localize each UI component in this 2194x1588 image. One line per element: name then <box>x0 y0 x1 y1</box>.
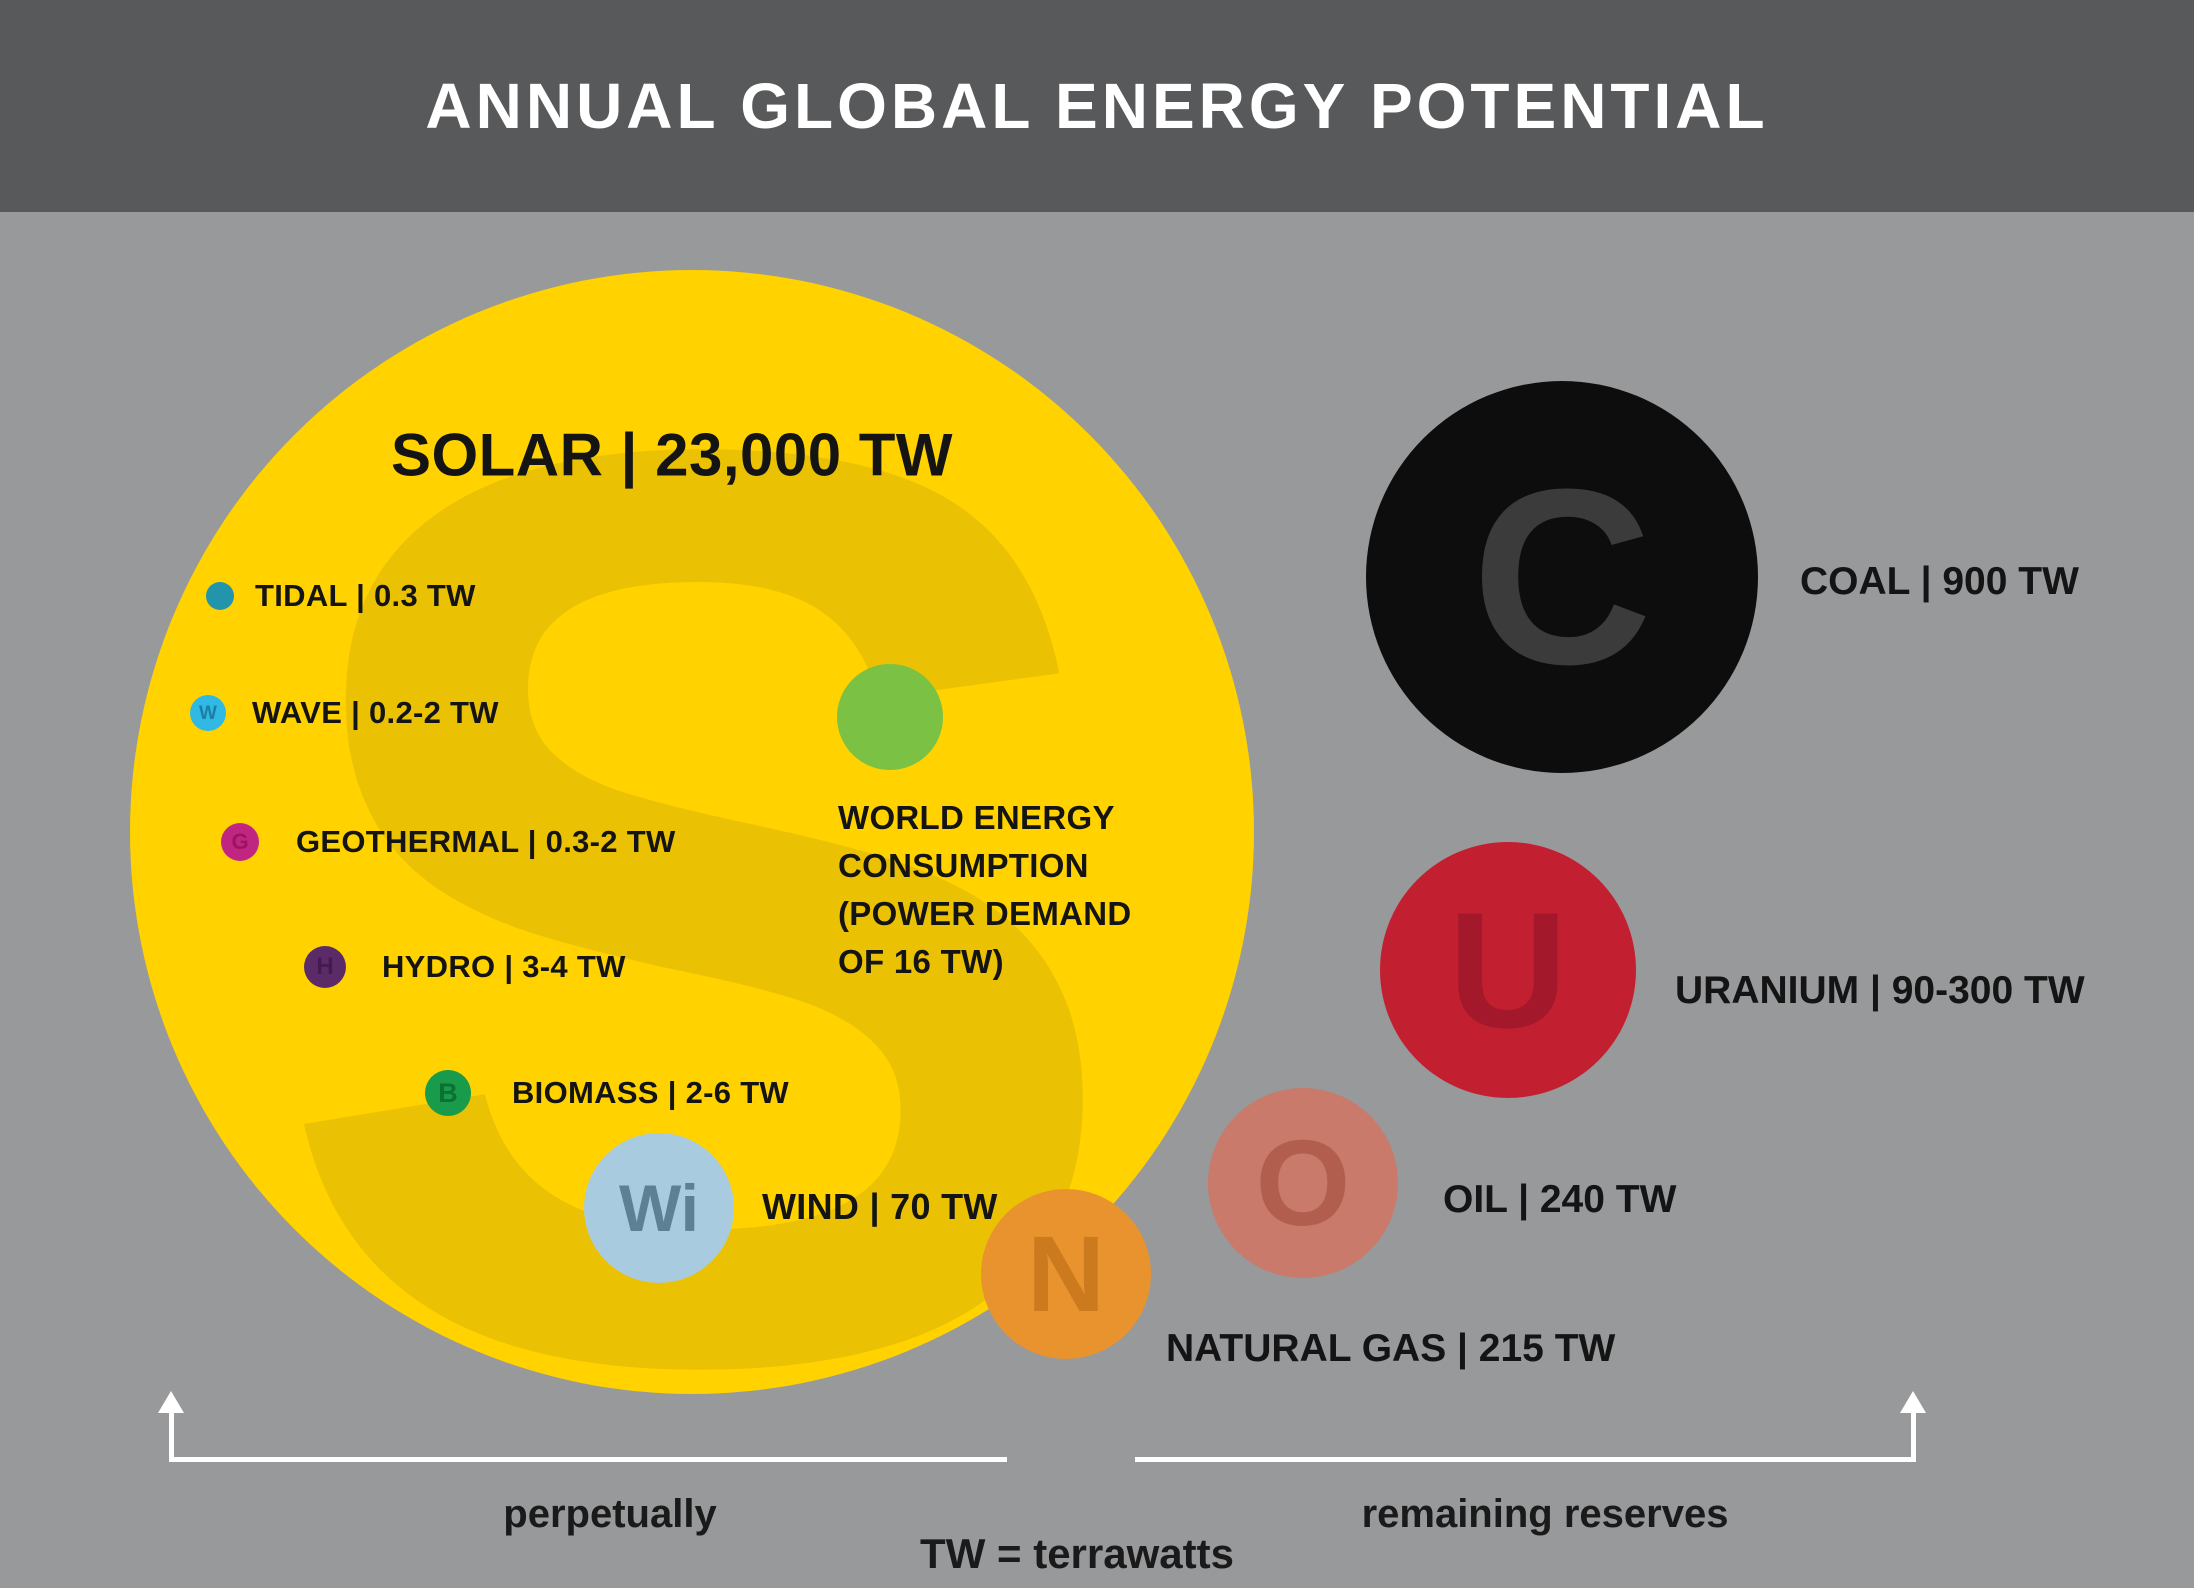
wind-bubble-letters: Wi <box>618 1171 700 1245</box>
uranium-bubble-letter: U <box>1448 877 1568 1062</box>
solar-bubble: S <box>130 270 1254 1394</box>
wave-label: WAVE | 0.2-2 TW <box>252 695 499 730</box>
consumption-label-line3: (POWER DEMAND <box>838 895 1132 932</box>
left-bracket-line <box>169 1457 1007 1462</box>
wave-dot: W <box>190 695 226 731</box>
natural-gas-label: NATURAL GAS | 215 TW <box>1166 1327 1616 1370</box>
consumption-label-line2: CONSUMPTION <box>838 847 1089 884</box>
oil-label: OIL | 240 TW <box>1443 1178 1677 1221</box>
hydro-dot-letter: H <box>316 953 334 980</box>
perpetually-label: perpetually <box>503 1492 717 1536</box>
left-bracket-arrow-icon <box>158 1391 184 1413</box>
geothermal-dot-letter: G <box>231 829 249 854</box>
natural-gas-bubble: N <box>981 1189 1151 1359</box>
oil-bubble: O <box>1208 1088 1398 1278</box>
header-bar: ANNUAL GLOBAL ENERGY POTENTIAL <box>0 0 2194 212</box>
right-bracket-vertical <box>1911 1412 1916 1462</box>
left-bracket-vertical <box>169 1412 174 1462</box>
uranium-bubble: U <box>1380 842 1636 1098</box>
biomass-dot: B <box>425 1070 471 1116</box>
coal-label: COAL | 900 TW <box>1800 560 2079 603</box>
unit-note: TW = terrawatts <box>920 1530 1234 1577</box>
biomass-dot-letter: B <box>438 1077 458 1108</box>
hydro-label: HYDRO | 3-4 TW <box>382 949 626 984</box>
page-title: ANNUAL GLOBAL ENERGY POTENTIAL <box>425 70 1769 142</box>
natural-gas-bubble-letter: N <box>1027 1213 1105 1334</box>
tidal-label: TIDAL | 0.3 TW <box>255 578 476 613</box>
coal-bubble: C <box>1366 381 1758 773</box>
wind-label: WIND | 70 TW <box>762 1186 998 1227</box>
geothermal-label: GEOTHERMAL | 0.3-2 TW <box>296 824 676 859</box>
coal-bubble-letter: C <box>1471 437 1653 716</box>
consumption-label-line1: WORLD ENERGY <box>838 799 1115 836</box>
tidal-dot <box>206 582 234 610</box>
wave-dot-letter: W <box>199 702 217 724</box>
right-bracket-arrow-icon <box>1900 1391 1926 1413</box>
consumption-label-line4: OF 16 TW) <box>838 943 1004 980</box>
consumption-bubble <box>837 664 943 770</box>
oil-bubble-letter: O <box>1255 1115 1351 1251</box>
right-bracket-line <box>1135 1457 1916 1462</box>
remaining-reserves-label: remaining reserves <box>1361 1492 1729 1536</box>
geothermal-dot: G <box>221 823 259 861</box>
wind-bubble: Wi <box>584 1133 734 1283</box>
uranium-label: URANIUM | 90-300 TW <box>1675 969 2085 1012</box>
solar-label: SOLAR | 23,000 TW <box>390 421 954 489</box>
hydro-dot: H <box>304 946 346 988</box>
biomass-label: BIOMASS | 2-6 TW <box>512 1075 789 1110</box>
consumption-label: WORLD ENERGY CONSUMPTION (POWER DEMAND O… <box>838 794 1132 986</box>
